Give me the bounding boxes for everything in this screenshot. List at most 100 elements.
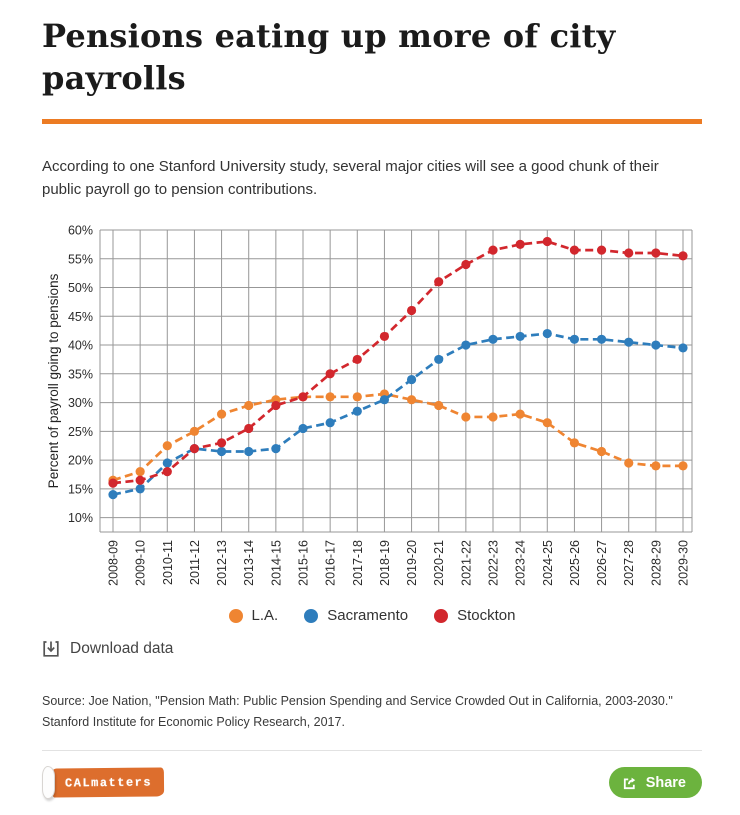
data-point-sacramento: [244, 447, 254, 457]
series-line-la: [112, 392, 683, 482]
x-tick-label: 2015-16: [297, 540, 311, 586]
y-tick-label: 60%: [68, 224, 93, 238]
x-tick-label: 2029-30: [677, 540, 691, 586]
data-point-stockton: [244, 424, 254, 434]
y-tick-label: 55%: [68, 252, 93, 266]
data-point-la: [515, 409, 525, 419]
data-point-sacramento: [488, 334, 498, 345]
data-point-sacramento: [678, 343, 688, 353]
x-tick-label: 2011-12: [188, 540, 202, 585]
data-point-sacramento: [108, 490, 118, 500]
x-tick-label: 2012-13: [215, 540, 229, 586]
y-tick-label: 20%: [68, 454, 93, 468]
calmatters-logo[interactable]: CALmatters: [42, 766, 165, 800]
x-tick-label: 2025-26: [568, 540, 582, 586]
y-tick-label: 30%: [68, 396, 93, 410]
data-point-sacramento: [624, 337, 634, 347]
y-tick-label: 25%: [68, 425, 93, 439]
data-point-la: [216, 409, 227, 419]
data-point-stockton: [542, 237, 552, 247]
data-point-stockton: [461, 260, 471, 270]
data-point-sacramento: [515, 332, 525, 342]
data-point-stockton: [596, 245, 607, 255]
data-point-sacramento: [135, 484, 145, 494]
share-button[interactable]: Share: [608, 767, 702, 799]
data-point-la: [542, 418, 552, 428]
data-point-sacramento: [379, 395, 390, 405]
data-point-la: [189, 426, 200, 437]
data-point-la: [434, 401, 444, 411]
download-icon: [43, 641, 59, 657]
header: Pensions eating up more of city payrolls…: [42, 16, 702, 201]
data-point-sacramento: [271, 444, 281, 454]
x-tick-label: 2023-24: [514, 540, 528, 586]
torn-paper-curl-icon: [42, 766, 55, 800]
data-point-stockton: [216, 438, 227, 448]
data-point-sacramento: [461, 340, 471, 350]
data-point-la: [352, 392, 362, 402]
calmatters-wordmark: CALmatters: [50, 767, 165, 798]
y-axis-title: Percent of payroll going to pensions: [46, 274, 61, 489]
x-tick-label: 2010-11: [161, 540, 175, 585]
x-tick-label: 2009-10: [134, 540, 148, 586]
data-point-la: [325, 392, 335, 402]
data-point-la: [461, 412, 471, 422]
data-point-stockton: [135, 475, 145, 486]
data-point-la: [651, 461, 661, 471]
x-tick-label: 2027-28: [622, 540, 636, 586]
data-point-sacramento: [596, 334, 607, 345]
data-point-sacramento: [434, 355, 444, 365]
data-point-stockton: [624, 248, 634, 258]
data-point-stockton: [298, 392, 308, 402]
legend-item-stockton: Stockton: [434, 607, 515, 624]
y-tick-label: 35%: [68, 367, 93, 381]
data-point-stockton: [434, 277, 444, 287]
data-point-stockton: [406, 306, 417, 316]
legend-item-sacramento: Sacramento: [304, 607, 408, 624]
data-point-sacramento: [651, 340, 661, 350]
y-tick-label: 15%: [68, 483, 93, 497]
data-point-la: [406, 395, 417, 405]
series-line-sacramento: [112, 332, 684, 497]
pension-line-chart: 10% 15% 20% 25% 30% 35% 40% 45% 50% 55% 60% 2008-09…: [46, 224, 693, 586]
x-tick-label: 2016-17: [324, 540, 338, 586]
data-point-sacramento: [325, 418, 335, 428]
data-point-stockton: [515, 239, 525, 250]
data-point-la: [569, 438, 580, 448]
legend-label-la: L.A.: [251, 607, 279, 625]
data-point-stockton: [569, 245, 580, 255]
y-tick-label: 40%: [68, 339, 93, 353]
pension-chart-figure: 10% 15% 20% 25% 30% 35% 40% 45% 50% 55% 60% 2008-09…: [42, 219, 702, 663]
data-point-sacramento: [352, 406, 362, 416]
download-data-link[interactable]: Download data: [42, 640, 173, 658]
chart-legend: L.A. Sacramento Stockton: [42, 607, 702, 624]
source-note: Source: Joe Nation, "Pension Math: Publi…: [42, 694, 673, 730]
data-point-stockton: [651, 248, 661, 258]
share-button-label: Share: [645, 774, 686, 791]
data-point-la: [624, 458, 634, 468]
series-line-stockton: [112, 240, 684, 485]
legend-label-stockton: Stockton: [457, 607, 516, 625]
x-tick-label: 2024-25: [541, 540, 555, 586]
x-tick-label: 2022-23: [487, 540, 501, 586]
data-point-stockton: [162, 467, 172, 477]
data-point-sacramento: [162, 458, 172, 468]
data-point-sacramento: [542, 329, 552, 339]
y-tick-label: 50%: [68, 281, 93, 295]
data-point-stockton: [678, 251, 688, 261]
data-point-la: [135, 467, 145, 477]
legend-dot-la: [228, 608, 243, 623]
footer-divider: [42, 750, 702, 752]
data-point-sacramento: [298, 424, 308, 434]
x-tick-label: 2013-14: [242, 540, 256, 586]
data-point-stockton: [108, 478, 118, 488]
x-tick-label: 2014-15: [269, 540, 283, 586]
legend-dot-sacramento: [304, 608, 319, 623]
data-point-sacramento: [216, 447, 227, 457]
data-point-la: [678, 461, 688, 471]
data-point-stockton: [379, 332, 390, 342]
accent-rule: [42, 119, 702, 125]
x-tick-label: 2026-27: [595, 540, 609, 586]
x-tick-label: 2020-21: [432, 540, 446, 586]
